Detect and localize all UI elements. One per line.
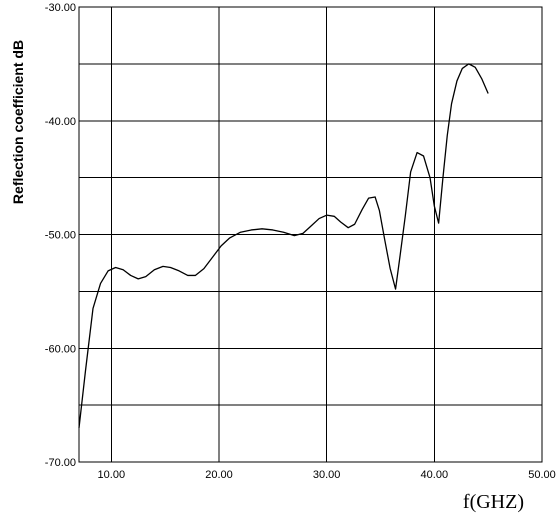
grid-lines <box>79 6 543 463</box>
series-layer <box>78 63 489 428</box>
y-axis-label: Reflection coefficient dB <box>10 40 26 204</box>
y-tick-label: -50.00 <box>45 230 76 242</box>
x-tick-label: 30.00 <box>313 469 341 481</box>
series-line <box>78 63 489 428</box>
x-tick-label: 10.00 <box>98 469 126 481</box>
x-tick-label: 20.00 <box>205 469 233 481</box>
y-tick-label: -30.00 <box>45 2 76 14</box>
x-tick-label: 50.00 <box>528 469 556 481</box>
x-axis-label: f(GHZ) <box>463 491 524 513</box>
tick-labels: 10.00 20.00 30.00 40.00 50.00 -30.00 -40.00 -50… <box>45 2 556 481</box>
y-tick-label: -70.00 <box>45 457 76 469</box>
y-tick-label: -40.00 <box>45 116 76 128</box>
y-tick-label: -60.00 <box>45 343 76 355</box>
plot-frame <box>78 6 543 463</box>
x-tick-label: 40.00 <box>421 469 449 481</box>
